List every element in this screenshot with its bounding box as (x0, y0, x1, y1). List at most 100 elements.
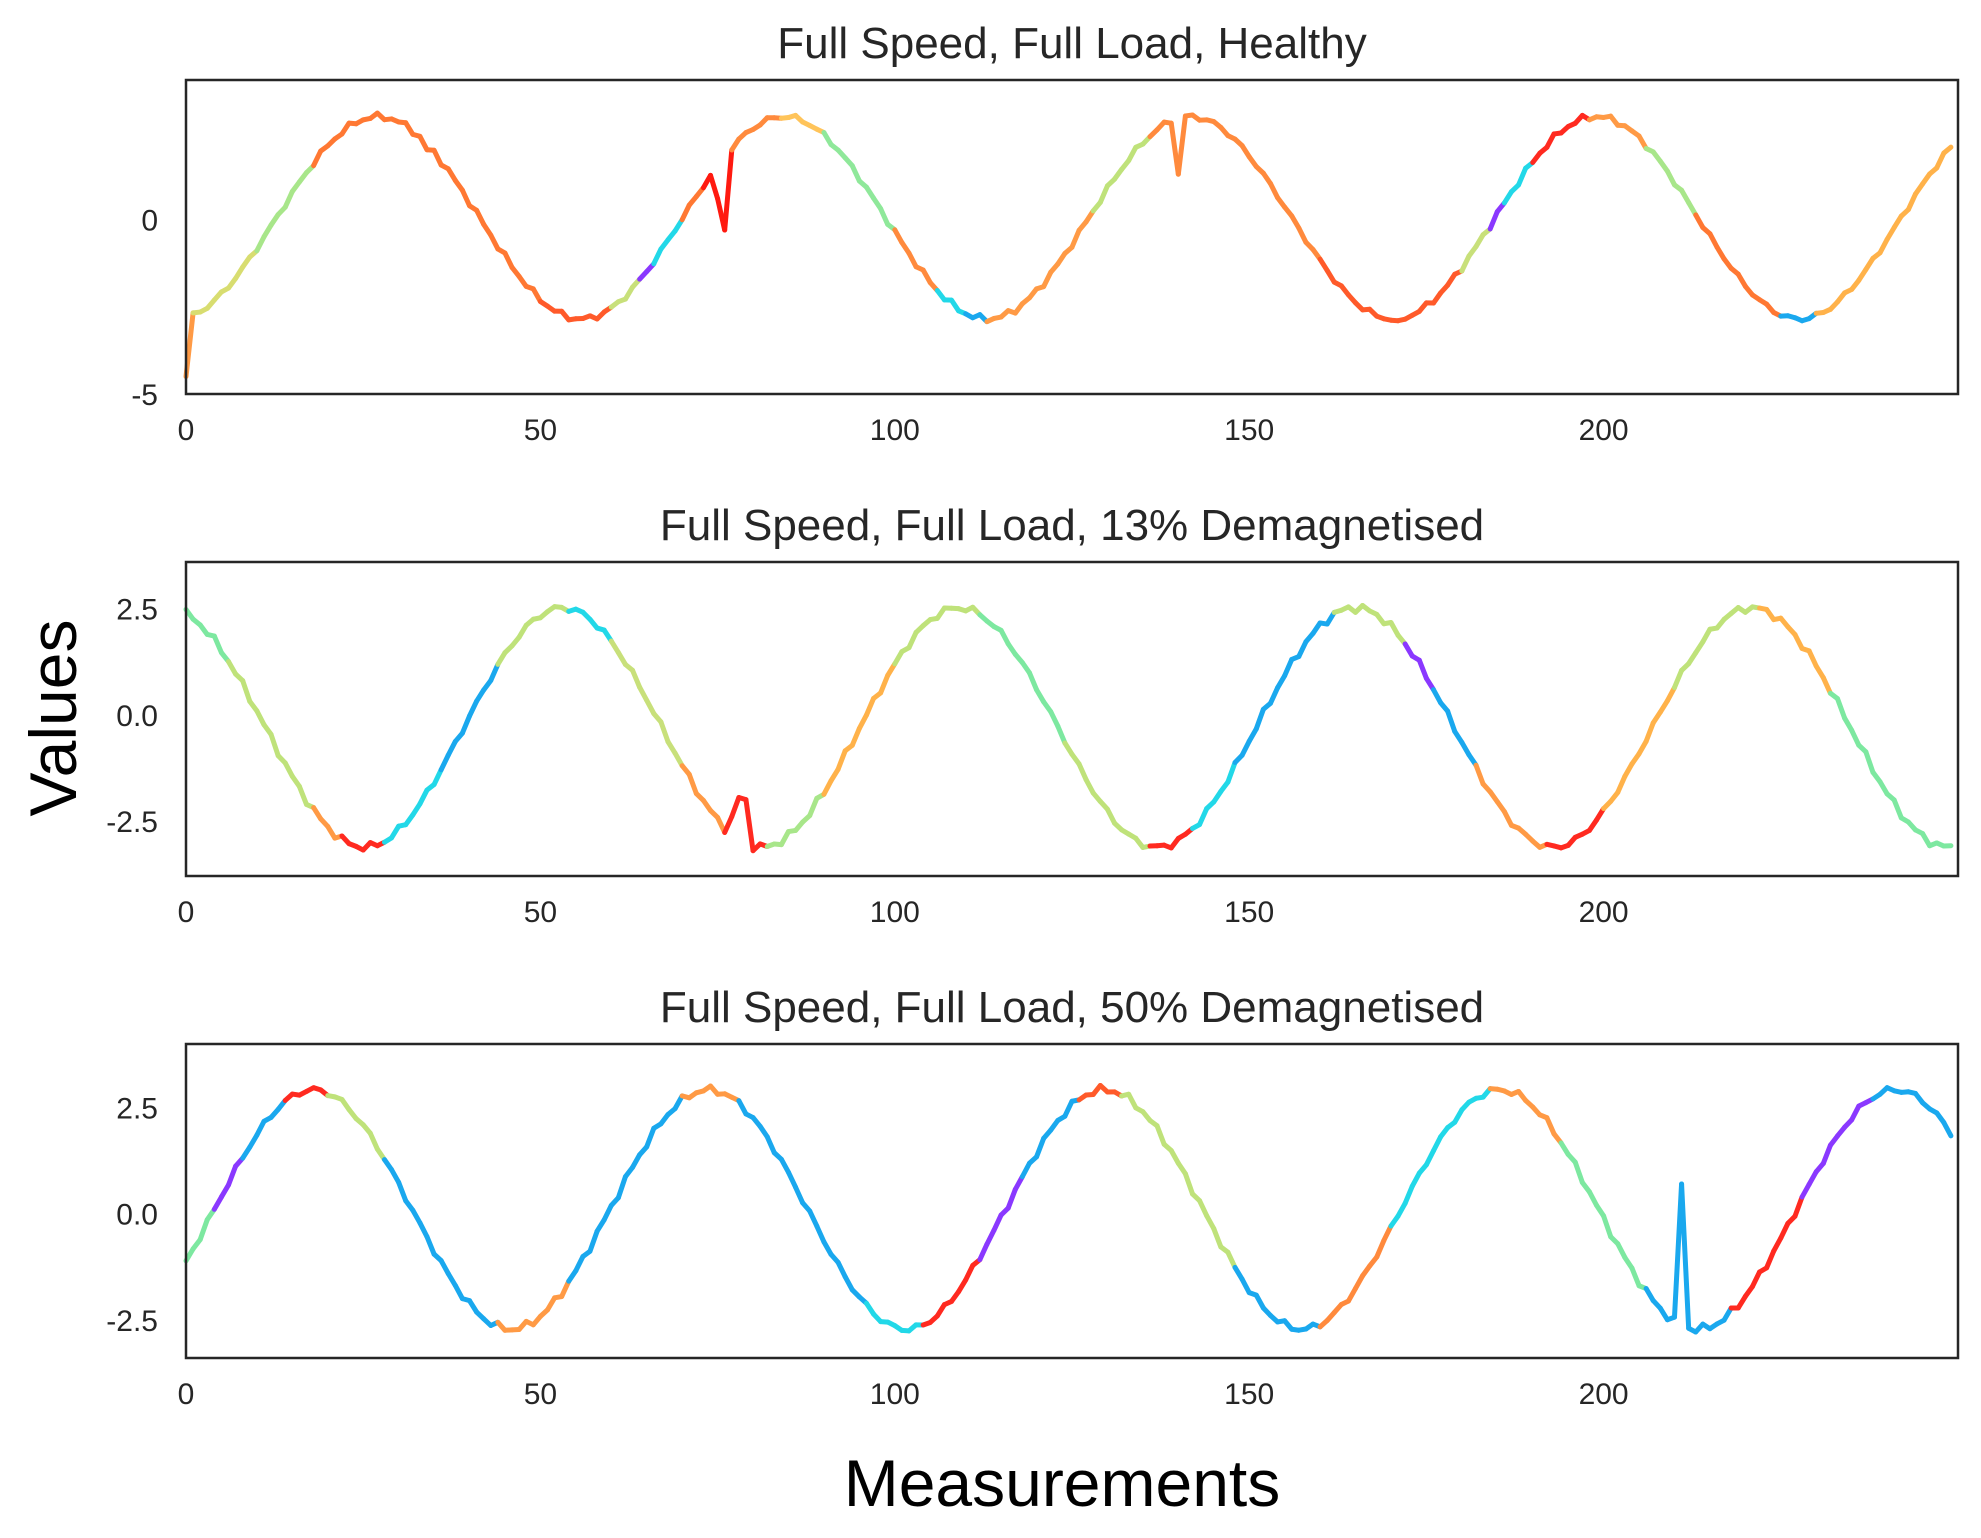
series-segment (814, 1223, 827, 1245)
series-segment (686, 771, 699, 797)
series-segment (835, 1259, 848, 1280)
series-segment (240, 678, 253, 704)
x-tick-label: 150 (1224, 896, 1274, 929)
series-segment (906, 250, 919, 270)
series-segment (1076, 761, 1089, 783)
series-segment (296, 783, 309, 807)
series-segment (254, 708, 267, 728)
series-segment (630, 667, 643, 690)
y-tick-label: 0 (141, 205, 158, 238)
series-segment (1445, 708, 1458, 734)
series-segment (1905, 191, 1918, 213)
series-segment (906, 629, 919, 651)
series-segment (559, 1278, 572, 1300)
x-tick-label: 0 (178, 414, 195, 447)
panel-3-title: Full Speed, Full Load, 50% Demagnetised (660, 983, 1484, 1032)
series-segment (1749, 1269, 1763, 1290)
series-segment (1253, 706, 1266, 732)
series-segment (764, 1134, 777, 1156)
series-segment (417, 1220, 430, 1240)
series-segment (1764, 1248, 1777, 1271)
series-segment (1778, 1220, 1791, 1241)
series-segment (1891, 797, 1904, 821)
series-segment (197, 1217, 210, 1243)
series-segment (211, 633, 224, 656)
series-segment (1707, 231, 1720, 250)
series-segment (474, 207, 487, 227)
series-segment (459, 187, 473, 209)
series-segment (1267, 181, 1281, 201)
series-segment (658, 719, 671, 745)
series-segment (1126, 1091, 1139, 1111)
x-tick-label: 150 (1224, 1378, 1274, 1411)
series-segment (1516, 165, 1529, 188)
series-segment (1941, 144, 1954, 156)
series-segment (1835, 696, 1848, 721)
series-segment (1601, 1213, 1614, 1240)
series-segment (424, 1234, 437, 1257)
series-segment (1863, 749, 1876, 775)
series-segment (1197, 806, 1210, 828)
series-segment (863, 695, 877, 718)
series-segment (1026, 670, 1040, 693)
series-segment (1615, 773, 1628, 795)
x-tick-label: 200 (1579, 896, 1629, 929)
panel-3-frame (184, 1042, 1960, 1360)
series-segment (878, 672, 891, 696)
series-segment (573, 1254, 586, 1274)
series-segment (1849, 1103, 1862, 1123)
panel-1-x-ticks: 0 50 100 150 200 (178, 414, 1629, 447)
y-axis-label: Values (16, 620, 90, 817)
x-tick-label: 150 (1224, 414, 1274, 447)
series-segment (1877, 236, 1890, 256)
series-segment (1182, 1171, 1195, 1197)
series-segment (977, 1241, 990, 1263)
series-segment (1034, 1135, 1047, 1160)
series-segment (1041, 269, 1054, 290)
series-segment (601, 1202, 614, 1223)
series-segment (1154, 1123, 1167, 1147)
series-segment (417, 133, 430, 153)
series-segment (431, 767, 444, 788)
x-axis-label: Measurements (844, 1446, 1281, 1520)
series-segment (467, 698, 480, 719)
y-tick-label: -2.5 (106, 806, 158, 839)
series-segment (1239, 738, 1252, 758)
series-segment (417, 787, 430, 807)
series-segment (1572, 1159, 1585, 1185)
x-tick-label: 0 (178, 1378, 195, 1411)
series-segment (708, 172, 721, 202)
x-tick-label: 50 (524, 414, 557, 447)
series-segment (679, 202, 692, 223)
panel-3-y-ticks: 2.5 0.0 -2.5 (106, 1093, 158, 1338)
y-tick-label: 0.0 (116, 1199, 158, 1232)
series-segment (438, 752, 451, 773)
series-segment (651, 246, 664, 267)
series-segment (1416, 657, 1429, 681)
series-segment (488, 232, 501, 252)
y-tick-label: -2.5 (106, 1305, 158, 1338)
series-segment (254, 234, 267, 254)
series-segment (984, 1227, 997, 1247)
x-tick-label: 200 (1579, 1378, 1629, 1411)
series-segment (1381, 1223, 1394, 1243)
x-tick-label: 200 (1579, 414, 1629, 447)
series-segment (1473, 762, 1486, 787)
series-segment (488, 661, 501, 683)
series-segment (1104, 806, 1118, 826)
series-segment (785, 1169, 799, 1190)
series-segment (282, 189, 295, 210)
series-segment (311, 148, 324, 169)
series-segment (1615, 1241, 1628, 1260)
series-segment (1069, 227, 1082, 250)
series-segment (615, 1174, 628, 1201)
series-segment (1820, 1142, 1833, 1166)
series-segment (1679, 1181, 1692, 1331)
series-segment (367, 1130, 380, 1152)
series-segment (1792, 632, 1805, 651)
x-tick-label: 100 (870, 414, 920, 447)
series-segment (282, 760, 295, 779)
series-segment (807, 1208, 820, 1229)
series-segment (807, 795, 820, 819)
